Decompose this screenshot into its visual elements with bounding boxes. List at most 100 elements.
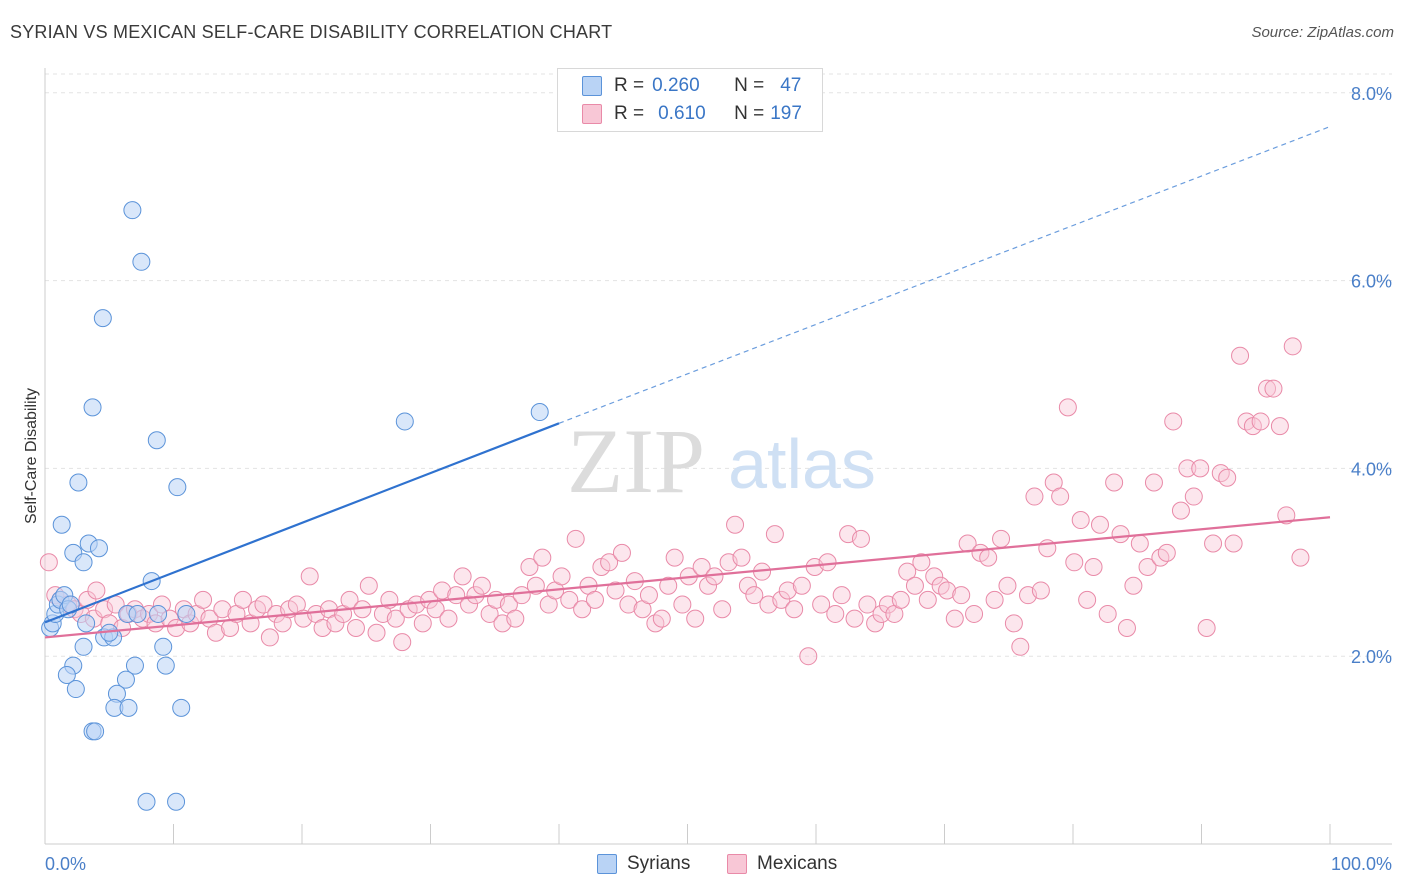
mexican-point: [39, 553, 58, 572]
mexican-point: [233, 590, 252, 609]
syrian-point: [177, 604, 196, 623]
mexican-point: [560, 590, 579, 609]
syrian-point: [530, 403, 549, 422]
mexican-point: [460, 595, 479, 614]
mexican-point: [931, 576, 950, 595]
syrians-swatch: [582, 76, 602, 96]
x-tick-label: 0.0%: [45, 854, 86, 874]
mexican-point: [573, 600, 592, 619]
y-tick-label: 4.0%: [1351, 459, 1392, 479]
mexican-point: [652, 609, 671, 628]
mexican-point: [772, 590, 791, 609]
mexican-point: [639, 586, 658, 605]
axes: [44, 68, 1392, 845]
mexican-point: [851, 529, 870, 548]
mexican-point: [646, 614, 665, 633]
mexican-point: [260, 628, 279, 647]
mexican-point: [1051, 487, 1070, 506]
mexican-point: [778, 581, 797, 600]
mexican-point: [945, 609, 964, 628]
trend-lines: [44, 126, 1331, 639]
mexican-point: [552, 567, 571, 586]
mexican-point: [858, 595, 877, 614]
mexican-point: [1058, 398, 1077, 417]
syrian-point: [132, 252, 151, 271]
mexican-point: [673, 595, 692, 614]
syrian-point: [74, 637, 93, 656]
mexican-point: [386, 609, 405, 628]
mexican-point: [1138, 557, 1157, 576]
syrian-point: [86, 722, 105, 741]
mexican-point: [713, 600, 732, 619]
syrian-point: [116, 670, 135, 689]
mexican-point: [812, 595, 831, 614]
syrian-point: [52, 515, 71, 534]
mexican-point: [1111, 525, 1130, 544]
mexican-point: [1144, 473, 1163, 492]
mexican-point: [845, 609, 864, 628]
watermark-atlas: atlas: [728, 425, 876, 503]
mexican-point: [1191, 459, 1210, 478]
mexican-point: [95, 600, 114, 619]
mexican-point: [1291, 548, 1310, 567]
syrian-point: [57, 665, 76, 684]
syrian-point: [119, 698, 138, 717]
mexican-point: [665, 548, 684, 567]
legend-item-syrians[interactable]: Syrians: [597, 852, 690, 876]
mexican-point: [925, 567, 944, 586]
n-value: 47: [780, 75, 802, 96]
mexican-point: [912, 553, 931, 572]
mexican-point: [891, 590, 910, 609]
n-label: N =: [734, 75, 765, 96]
mexican-point: [1124, 576, 1143, 595]
mexican-point: [1071, 511, 1090, 530]
mexican-point: [1211, 464, 1230, 483]
mexicans-swatch: [727, 854, 747, 874]
r-value: 0.610: [658, 103, 706, 124]
tick-labels: 2.0% 4.0% 6.0% 8.0% 0.0% 100.0%: [45, 84, 1392, 874]
mexican-point: [1090, 515, 1109, 534]
mexican-point: [1283, 337, 1302, 356]
mexican-point: [826, 604, 845, 623]
mexican-point: [985, 590, 1004, 609]
mexican-point: [792, 576, 811, 595]
mexican-point: [686, 609, 705, 628]
mexican-point: [726, 515, 745, 534]
r-label: R =: [614, 103, 645, 124]
syrian-point: [93, 309, 112, 328]
syrians-swatch: [597, 854, 617, 874]
syrians-points: [41, 201, 549, 811]
mexican-point: [1270, 417, 1289, 436]
legend-item-mexicans[interactable]: Mexicans: [727, 852, 837, 876]
mexican-point: [346, 619, 365, 638]
y-tick-label: 2.0%: [1351, 647, 1392, 667]
mexican-point: [413, 614, 432, 633]
mexican-point: [1151, 548, 1170, 567]
mexican-point: [1218, 468, 1237, 487]
mexican-point: [1277, 506, 1296, 525]
mexican-point: [1237, 412, 1256, 431]
syrian-point: [83, 398, 102, 417]
mexican-point: [872, 604, 891, 623]
syrian-point: [395, 412, 414, 431]
mexican-point: [1031, 581, 1050, 600]
mexican-point: [1078, 590, 1097, 609]
mexican-point: [1004, 614, 1023, 633]
mexican-point: [898, 562, 917, 581]
syrian-point: [168, 478, 187, 497]
n-value: 197: [770, 103, 802, 124]
syrian-point: [147, 431, 166, 450]
mexican-point: [938, 581, 957, 600]
syrians-trend-extension: [558, 126, 1331, 424]
mexican-point: [1098, 604, 1117, 623]
mexican-point: [600, 553, 619, 572]
mexican-point: [1117, 619, 1136, 638]
mexican-point: [1171, 501, 1190, 520]
correlation-legend: R = 0.260 N = 47 R = 0.610 N = 197: [557, 68, 823, 132]
mexican-point: [905, 576, 924, 595]
syrian-point: [154, 637, 173, 656]
legend-row-mexicans: R = 0.610 N = 197: [582, 101, 802, 127]
mexican-point: [1224, 534, 1243, 553]
mexican-point: [566, 529, 585, 548]
